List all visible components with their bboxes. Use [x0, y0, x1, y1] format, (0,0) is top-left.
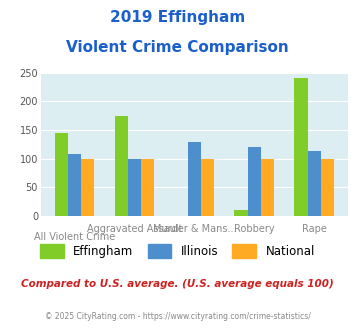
Text: Rape: Rape: [302, 224, 327, 234]
Bar: [81, 159, 94, 216]
Bar: [55, 133, 68, 216]
Text: Violent Crime Comparison: Violent Crime Comparison: [66, 40, 289, 54]
Bar: [248, 147, 261, 216]
Bar: [261, 159, 274, 216]
Bar: [141, 159, 154, 216]
Bar: [115, 115, 128, 216]
Bar: [294, 78, 307, 216]
Text: Murder & Mans...: Murder & Mans...: [153, 224, 236, 234]
Bar: [201, 159, 214, 216]
Bar: [188, 142, 201, 216]
Bar: [321, 159, 334, 216]
Legend: Effingham, Illinois, National: Effingham, Illinois, National: [34, 239, 321, 264]
Bar: [235, 210, 248, 216]
Text: Aggravated Assault: Aggravated Assault: [87, 224, 182, 234]
Text: All Violent Crime: All Violent Crime: [34, 232, 115, 242]
Text: 2019 Effingham: 2019 Effingham: [110, 10, 245, 25]
Text: Robbery: Robbery: [234, 224, 274, 234]
Text: Compared to U.S. average. (U.S. average equals 100): Compared to U.S. average. (U.S. average …: [21, 279, 334, 289]
Bar: [307, 151, 321, 216]
Text: © 2025 CityRating.com - https://www.cityrating.com/crime-statistics/: © 2025 CityRating.com - https://www.city…: [45, 312, 310, 321]
Bar: [128, 159, 141, 216]
Bar: [68, 154, 81, 216]
